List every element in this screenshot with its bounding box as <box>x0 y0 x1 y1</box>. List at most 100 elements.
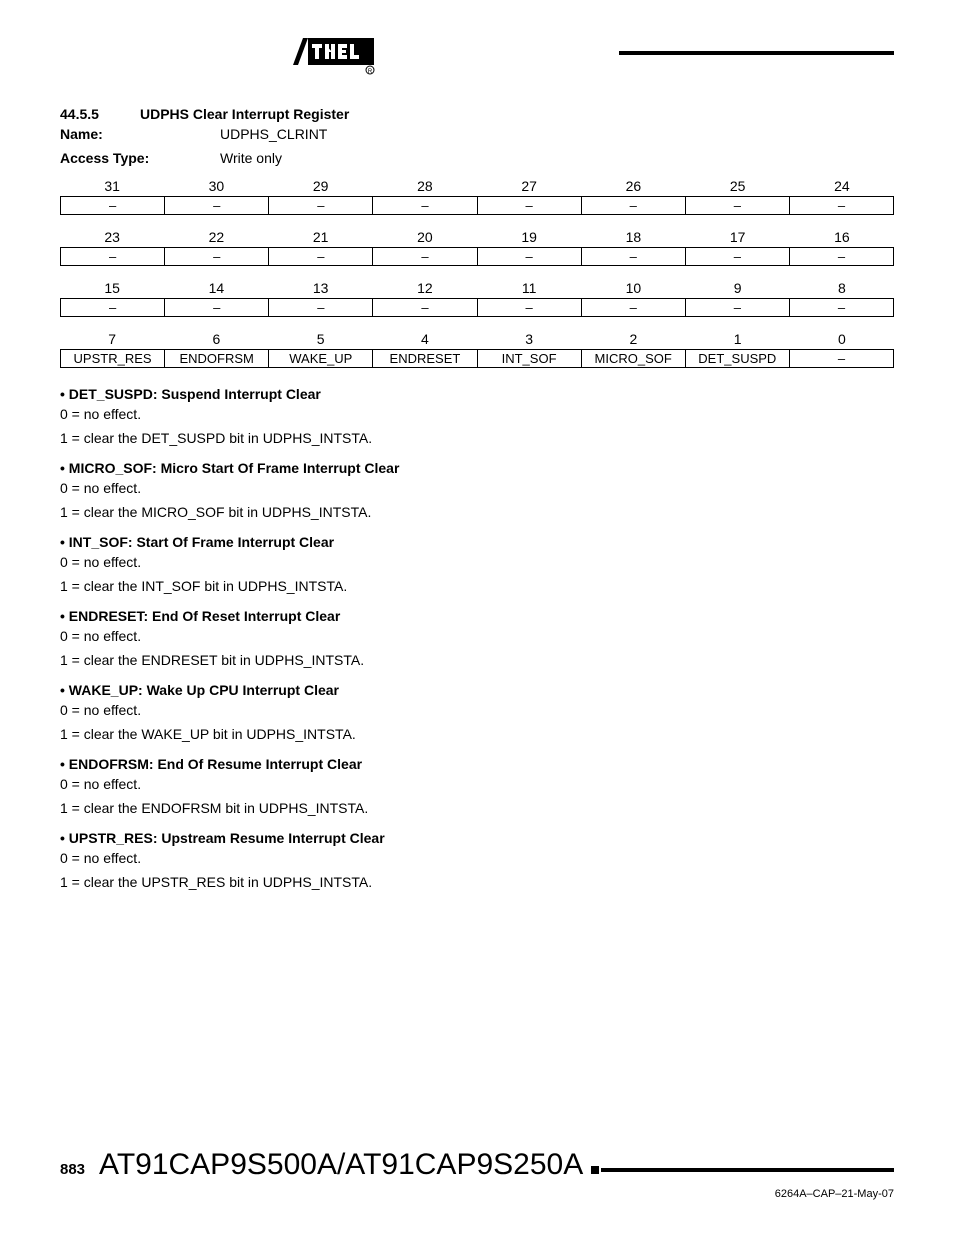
bit-cell: INT_SOF <box>477 350 581 367</box>
bit-cell: DET_SUSPD <box>685 350 789 367</box>
description-line: 0 = no effect. <box>60 554 894 570</box>
svg-text:R: R <box>367 69 372 75</box>
bit-number: 13 <box>269 280 373 298</box>
bit-cell: ENDRESET <box>372 350 476 367</box>
page-footer: 883 AT91CAP9S500A/AT91CAP9S250A 6264A–CA… <box>60 1148 894 1200</box>
name-label: Name: <box>60 126 220 142</box>
bit-cell: – <box>268 248 372 265</box>
bit-number: 5 <box>269 331 373 349</box>
description-item: MICRO_SOF: Micro Start Of Frame Interrup… <box>60 460 894 520</box>
bit-cell: – <box>372 248 476 265</box>
bit-cell: – <box>685 299 789 316</box>
bit-cell: – <box>477 248 581 265</box>
bit-number: 22 <box>164 229 268 247</box>
bit-cell-row: –––––––– <box>60 196 894 215</box>
bit-cell: – <box>685 197 789 214</box>
description-title: UPSTR_RES: Upstream Resume Interrupt Cle… <box>60 830 894 846</box>
bit-number: 15 <box>60 280 164 298</box>
description-line: 1 = clear the ENDRESET bit in UDPHS_INTS… <box>60 652 894 668</box>
bit-cell: – <box>164 299 268 316</box>
footer-main: 883 AT91CAP9S500A/AT91CAP9S250A <box>60 1148 894 1182</box>
bit-number: 14 <box>164 280 268 298</box>
bit-number-row: 2322212019181716 <box>60 229 894 247</box>
bit-cell-row: –––––––– <box>60 298 894 317</box>
description-item: INT_SOF: Start Of Frame Interrupt Clear 0… <box>60 534 894 594</box>
bit-cell: – <box>789 248 894 265</box>
logo-area: R <box>60 30 609 76</box>
bit-number: 11 <box>477 280 581 298</box>
description-line: 1 = clear the ENDOFRSM bit in UDPHS_INTS… <box>60 800 894 816</box>
bit-cell: – <box>477 299 581 316</box>
bit-cell: MICRO_SOF <box>581 350 685 367</box>
atmel-logo-icon: R <box>290 30 380 76</box>
bit-number: 8 <box>790 280 894 298</box>
description-line: 1 = clear the DET_SUSPD bit in UDPHS_INT… <box>60 430 894 446</box>
description-line: 0 = no effect. <box>60 850 894 866</box>
access-value: Write only <box>220 150 282 166</box>
bit-cell: ENDOFRSM <box>164 350 268 367</box>
bit-cell: – <box>581 299 685 316</box>
bit-number: 18 <box>581 229 685 247</box>
description-line: 1 = clear the UPSTR_RES bit in UDPHS_INT… <box>60 874 894 890</box>
bit-cell: – <box>60 197 164 214</box>
section-title: UDPHS Clear Interrupt Register <box>140 106 349 122</box>
footer-square-icon <box>591 1166 599 1174</box>
bit-number-row: 76543210 <box>60 331 894 349</box>
bit-cell: – <box>372 197 476 214</box>
description-title: WAKE_UP: Wake Up CPU Interrupt Clear <box>60 682 894 698</box>
page-header: R <box>0 0 954 86</box>
footer-rule <box>601 1168 894 1172</box>
bit-cell: UPSTR_RES <box>60 350 164 367</box>
access-label: Access Type: <box>60 150 220 166</box>
bit-number: 2 <box>581 331 685 349</box>
bit-number: 17 <box>686 229 790 247</box>
bit-cell: – <box>685 248 789 265</box>
bit-number: 3 <box>477 331 581 349</box>
bit-cell: – <box>789 350 894 367</box>
bit-descriptions: DET_SUSPD: Suspend Interrupt Clear 0 = no… <box>60 386 894 890</box>
header-rule <box>619 51 894 55</box>
bit-number: 6 <box>164 331 268 349</box>
bit-cell: – <box>164 197 268 214</box>
footer-rule-wrap <box>583 1166 894 1174</box>
bit-cell: – <box>581 197 685 214</box>
description-line: 1 = clear the MICRO_SOF bit in UDPHS_INT… <box>60 504 894 520</box>
bit-number: 30 <box>164 178 268 196</box>
bit-number: 4 <box>373 331 477 349</box>
chip-name: AT91CAP9S500A/AT91CAP9S250A <box>99 1148 583 1182</box>
description-line: 0 = no effect. <box>60 628 894 644</box>
name-value: UDPHS_CLRINT <box>220 126 327 142</box>
bit-cell-row: –––––––– <box>60 247 894 266</box>
description-item: ENDOFRSM: End Of Resume Interrupt Clear0… <box>60 756 894 816</box>
description-title: ENDRESET: End Of Reset Interrupt Clear <box>60 608 894 624</box>
bit-number: 16 <box>790 229 894 247</box>
bit-cell: – <box>268 197 372 214</box>
bit-number: 1 <box>686 331 790 349</box>
bit-number: 31 <box>60 178 164 196</box>
bit-cell: – <box>164 248 268 265</box>
bit-cell: WAKE_UP <box>268 350 372 367</box>
description-title: INT_SOF: Start Of Frame Interrupt Clear <box>60 534 894 550</box>
description-item: UPSTR_RES: Upstream Resume Interrupt Cle… <box>60 830 894 890</box>
bit-cell: – <box>789 197 894 214</box>
bit-number: 23 <box>60 229 164 247</box>
bit-number: 19 <box>477 229 581 247</box>
bit-cell: – <box>60 248 164 265</box>
section-number: 44.5.5 <box>60 106 140 122</box>
section-heading: 44.5.5 UDPHS Clear Interrupt Register <box>60 106 894 122</box>
bit-number: 25 <box>686 178 790 196</box>
page-number: 883 <box>60 1161 85 1178</box>
description-title: MICRO_SOF: Micro Start Of Frame Interrup… <box>60 460 894 476</box>
document-id: 6264A–CAP–21-May-07 <box>60 1188 894 1200</box>
bit-number: 24 <box>790 178 894 196</box>
name-row: Name: UDPHS_CLRINT <box>60 126 894 142</box>
bit-number: 0 <box>790 331 894 349</box>
description-line: 0 = no effect. <box>60 480 894 496</box>
description-title: ENDOFRSM: End Of Resume Interrupt Clear <box>60 756 894 772</box>
bit-cell: – <box>268 299 372 316</box>
bit-cell: – <box>60 299 164 316</box>
bit-cell: – <box>789 299 894 316</box>
bit-number: 20 <box>373 229 477 247</box>
bit-number-row: 3130292827262524 <box>60 178 894 196</box>
description-title: DET_SUSPD: Suspend Interrupt Clear <box>60 386 894 402</box>
